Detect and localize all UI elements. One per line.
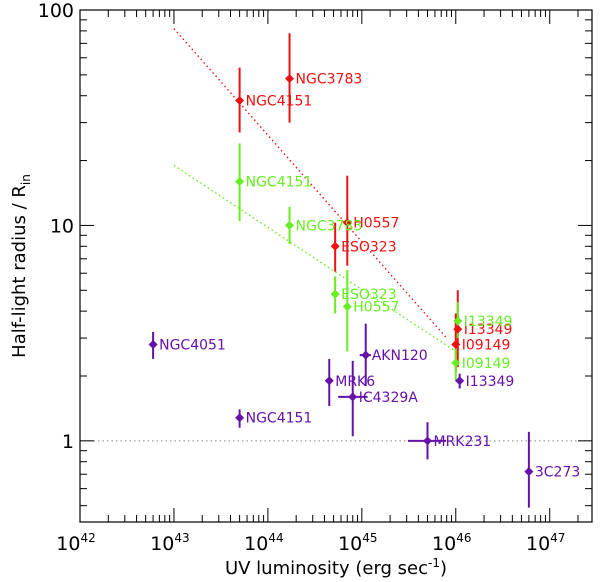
x-tick-label: 1044 — [244, 531, 283, 555]
x-tick-label: 1043 — [150, 531, 189, 555]
y-axis-title: Half-light radius / Rin — [9, 174, 33, 358]
purple-point-label: 3C273 — [535, 465, 580, 481]
red-fit-line — [173, 28, 448, 339]
red-data-point — [285, 74, 295, 84]
purple-point-label: IC4329A — [359, 390, 419, 406]
red-point-label: ESO323 — [341, 239, 396, 255]
purple-data-point — [148, 340, 158, 350]
purple-data-point — [524, 467, 534, 477]
x-tick-label: 1042 — [56, 531, 95, 555]
red-point-label: I13349 — [464, 322, 513, 338]
red-point-label: I09149 — [462, 338, 511, 354]
green-data-point — [285, 220, 295, 230]
y-tick-label: 100 — [38, 0, 74, 22]
red-point-label: H0557 — [353, 216, 399, 232]
purple-data-point — [235, 413, 245, 423]
purple-data-point — [455, 376, 465, 386]
green-data-point — [235, 176, 245, 186]
green-point-label: I09149 — [462, 356, 511, 372]
purple-point-label: AKN120 — [372, 348, 428, 364]
purple-data-point — [324, 376, 334, 386]
green-data-point — [330, 289, 340, 299]
purple-point-label: I13349 — [466, 374, 515, 390]
red-point-label: NGC4151 — [246, 94, 313, 110]
purple-data-point — [361, 350, 371, 360]
x-tick-label: 1046 — [432, 531, 471, 555]
green-data-point — [451, 358, 461, 368]
red-data-point — [330, 241, 340, 251]
green-fit-line — [173, 164, 457, 353]
purple-data-point — [348, 392, 358, 402]
x-tick-label: 1047 — [526, 531, 565, 555]
red-data-point — [235, 96, 245, 106]
x-axis-title: UV luminosity (erg sec-1) — [225, 556, 447, 579]
plot-frame — [79, 9, 593, 523]
red-point-label: NGC3783 — [296, 72, 363, 88]
green-point-label: NGC4151 — [246, 174, 313, 190]
green-data-point — [453, 316, 463, 326]
y-tick-label: 10 — [50, 215, 74, 237]
green-point-label: NGC3783 — [296, 218, 363, 234]
purple-data-point — [422, 436, 432, 446]
red-data-point — [453, 324, 463, 334]
green-data-point — [342, 302, 352, 312]
purple-point-label: MRK231 — [433, 434, 491, 450]
purple-point-label: MRK6 — [335, 374, 375, 390]
green-point-label: ESO323 — [341, 287, 396, 303]
purple-point-label: NGC4051 — [159, 338, 226, 354]
red-data-point — [342, 218, 352, 228]
green-point-label: I13349 — [464, 314, 513, 330]
y-tick-label: 1 — [62, 431, 74, 453]
green-point-label: H0557 — [353, 300, 399, 316]
red-data-point — [451, 340, 461, 350]
purple-point-label: NGC4151 — [246, 411, 313, 427]
x-tick-label: 1045 — [338, 531, 377, 555]
